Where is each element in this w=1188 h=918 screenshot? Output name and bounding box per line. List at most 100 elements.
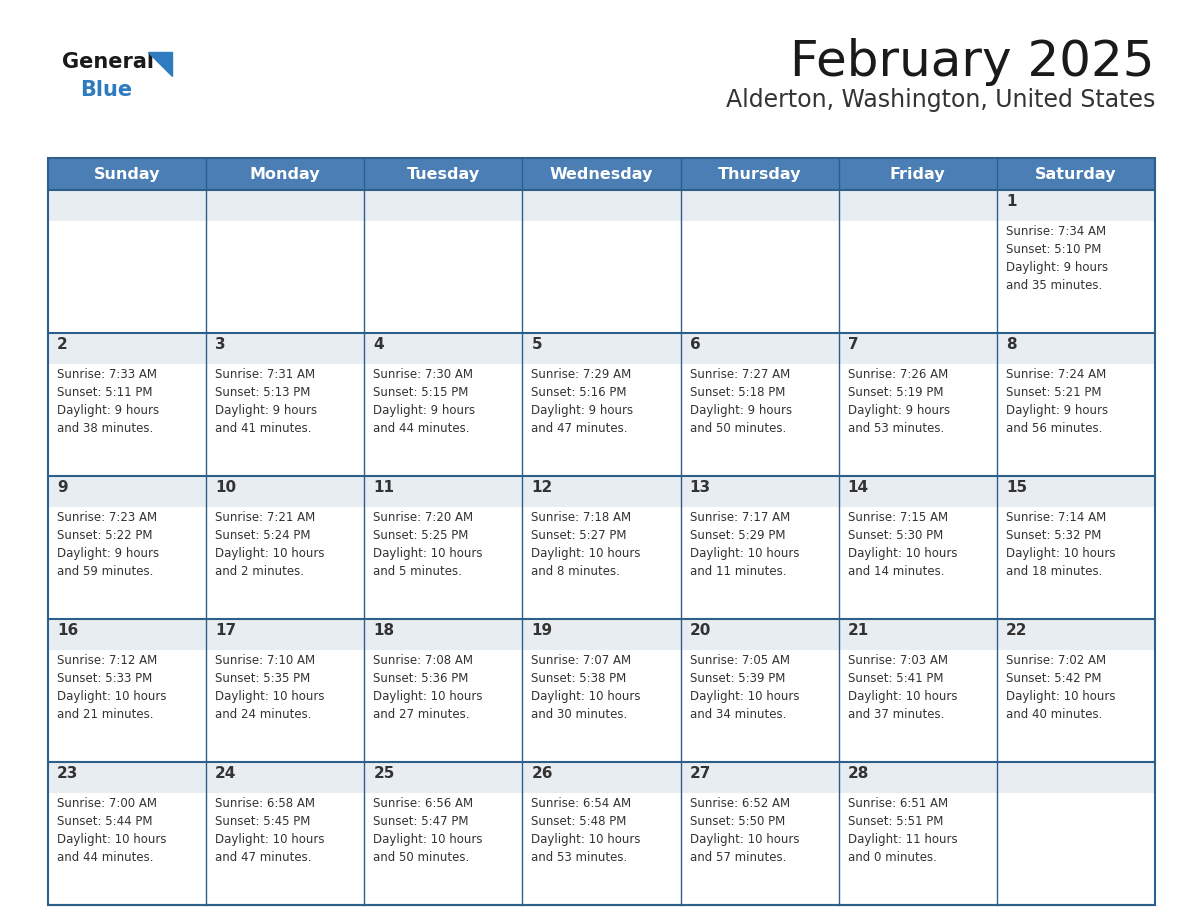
Text: 28: 28: [848, 766, 870, 781]
Bar: [207, 190, 365, 221]
Text: Sunrise: 7:03 AM
Sunset: 5:41 PM
Daylight: 10 hours
and 37 minutes.: Sunrise: 7:03 AM Sunset: 5:41 PM Dayligh…: [848, 655, 958, 722]
Text: 6: 6: [689, 337, 700, 352]
Text: Tuesday: Tuesday: [406, 166, 480, 182]
Text: 24: 24: [215, 766, 236, 781]
Bar: [681, 619, 839, 651]
Text: Sunrise: 7:24 AM
Sunset: 5:21 PM
Daylight: 9 hours
and 56 minutes.: Sunrise: 7:24 AM Sunset: 5:21 PM Dayligh…: [1006, 368, 1108, 435]
Text: Sunrise: 7:21 AM
Sunset: 5:24 PM
Daylight: 10 hours
and 2 minutes.: Sunrise: 7:21 AM Sunset: 5:24 PM Dayligh…: [215, 511, 324, 578]
Text: Sunrise: 7:26 AM
Sunset: 5:19 PM
Daylight: 9 hours
and 53 minutes.: Sunrise: 7:26 AM Sunset: 5:19 PM Dayligh…: [848, 368, 950, 435]
Text: Sunrise: 7:15 AM
Sunset: 5:30 PM
Daylight: 10 hours
and 14 minutes.: Sunrise: 7:15 AM Sunset: 5:30 PM Dayligh…: [848, 511, 958, 578]
Bar: [207, 364, 365, 476]
Bar: [48, 190, 207, 221]
Text: Sunrise: 6:52 AM
Sunset: 5:50 PM
Daylight: 10 hours
and 57 minutes.: Sunrise: 6:52 AM Sunset: 5:50 PM Dayligh…: [689, 798, 800, 865]
Bar: [523, 793, 681, 905]
Bar: [365, 190, 523, 221]
Text: 2: 2: [57, 337, 68, 352]
Bar: [997, 651, 1155, 762]
Bar: [523, 190, 681, 221]
Bar: [997, 221, 1155, 333]
Text: 4: 4: [373, 337, 384, 352]
Text: Sunrise: 6:56 AM
Sunset: 5:47 PM
Daylight: 10 hours
and 50 minutes.: Sunrise: 6:56 AM Sunset: 5:47 PM Dayligh…: [373, 798, 482, 865]
Text: Sunrise: 7:29 AM
Sunset: 5:16 PM
Daylight: 9 hours
and 47 minutes.: Sunrise: 7:29 AM Sunset: 5:16 PM Dayligh…: [531, 368, 633, 435]
Bar: [839, 190, 997, 221]
Bar: [207, 762, 365, 793]
Text: 25: 25: [373, 766, 394, 781]
Text: Sunrise: 7:30 AM
Sunset: 5:15 PM
Daylight: 9 hours
and 44 minutes.: Sunrise: 7:30 AM Sunset: 5:15 PM Dayligh…: [373, 368, 475, 435]
Text: Alderton, Washington, United States: Alderton, Washington, United States: [726, 88, 1155, 112]
Bar: [48, 651, 207, 762]
Bar: [681, 221, 839, 333]
Text: 23: 23: [57, 766, 78, 781]
Bar: [681, 190, 839, 221]
Text: Saturday: Saturday: [1035, 166, 1117, 182]
Bar: [207, 619, 365, 651]
Bar: [839, 221, 997, 333]
Text: Sunrise: 7:34 AM
Sunset: 5:10 PM
Daylight: 9 hours
and 35 minutes.: Sunrise: 7:34 AM Sunset: 5:10 PM Dayligh…: [1006, 226, 1108, 293]
Text: Sunrise: 6:51 AM
Sunset: 5:51 PM
Daylight: 11 hours
and 0 minutes.: Sunrise: 6:51 AM Sunset: 5:51 PM Dayligh…: [848, 798, 958, 865]
Text: 26: 26: [531, 766, 552, 781]
Text: February 2025: February 2025: [790, 38, 1155, 86]
Bar: [523, 762, 681, 793]
Text: 12: 12: [531, 480, 552, 495]
Text: 5: 5: [531, 337, 542, 352]
Text: 27: 27: [689, 766, 710, 781]
Text: 18: 18: [373, 623, 394, 638]
Bar: [48, 508, 207, 619]
Text: Sunrise: 7:18 AM
Sunset: 5:27 PM
Daylight: 10 hours
and 8 minutes.: Sunrise: 7:18 AM Sunset: 5:27 PM Dayligh…: [531, 511, 642, 578]
Bar: [997, 508, 1155, 619]
Bar: [207, 333, 365, 364]
Text: Sunrise: 7:27 AM
Sunset: 5:18 PM
Daylight: 9 hours
and 50 minutes.: Sunrise: 7:27 AM Sunset: 5:18 PM Dayligh…: [689, 368, 791, 435]
Bar: [207, 508, 365, 619]
Bar: [681, 762, 839, 793]
Bar: [48, 158, 1155, 905]
Bar: [365, 762, 523, 793]
Text: Sunrise: 7:33 AM
Sunset: 5:11 PM
Daylight: 9 hours
and 38 minutes.: Sunrise: 7:33 AM Sunset: 5:11 PM Dayligh…: [57, 368, 159, 435]
Bar: [48, 476, 207, 508]
Text: General: General: [62, 52, 154, 72]
Bar: [48, 364, 207, 476]
Bar: [365, 651, 523, 762]
Text: 16: 16: [57, 623, 78, 638]
Text: Sunrise: 7:23 AM
Sunset: 5:22 PM
Daylight: 9 hours
and 59 minutes.: Sunrise: 7:23 AM Sunset: 5:22 PM Dayligh…: [57, 511, 159, 578]
Text: 20: 20: [689, 623, 710, 638]
Bar: [681, 333, 839, 364]
Text: 10: 10: [215, 480, 236, 495]
Bar: [997, 190, 1155, 221]
Bar: [48, 221, 207, 333]
Text: 13: 13: [689, 480, 710, 495]
Text: Thursday: Thursday: [718, 166, 802, 182]
Bar: [681, 508, 839, 619]
Bar: [207, 793, 365, 905]
Bar: [365, 364, 523, 476]
Text: Sunrise: 7:07 AM
Sunset: 5:38 PM
Daylight: 10 hours
and 30 minutes.: Sunrise: 7:07 AM Sunset: 5:38 PM Dayligh…: [531, 655, 642, 722]
Text: 8: 8: [1006, 337, 1017, 352]
Bar: [48, 619, 207, 651]
Bar: [997, 619, 1155, 651]
Text: 7: 7: [848, 337, 859, 352]
Bar: [523, 508, 681, 619]
Polygon shape: [148, 52, 172, 76]
Text: Friday: Friday: [890, 166, 946, 182]
Bar: [48, 762, 207, 793]
Bar: [681, 793, 839, 905]
Text: Sunrise: 7:05 AM
Sunset: 5:39 PM
Daylight: 10 hours
and 34 minutes.: Sunrise: 7:05 AM Sunset: 5:39 PM Dayligh…: [689, 655, 800, 722]
Text: 15: 15: [1006, 480, 1026, 495]
Bar: [365, 476, 523, 508]
Bar: [681, 364, 839, 476]
Bar: [48, 793, 207, 905]
Text: 11: 11: [373, 480, 394, 495]
Text: Sunrise: 7:12 AM
Sunset: 5:33 PM
Daylight: 10 hours
and 21 minutes.: Sunrise: 7:12 AM Sunset: 5:33 PM Dayligh…: [57, 655, 166, 722]
Text: 9: 9: [57, 480, 68, 495]
Bar: [523, 221, 681, 333]
Bar: [839, 364, 997, 476]
Bar: [365, 619, 523, 651]
Bar: [523, 476, 681, 508]
Text: Sunrise: 7:31 AM
Sunset: 5:13 PM
Daylight: 9 hours
and 41 minutes.: Sunrise: 7:31 AM Sunset: 5:13 PM Dayligh…: [215, 368, 317, 435]
Text: Sunrise: 6:58 AM
Sunset: 5:45 PM
Daylight: 10 hours
and 47 minutes.: Sunrise: 6:58 AM Sunset: 5:45 PM Dayligh…: [215, 798, 324, 865]
Bar: [839, 762, 997, 793]
Text: Sunrise: 7:00 AM
Sunset: 5:44 PM
Daylight: 10 hours
and 44 minutes.: Sunrise: 7:00 AM Sunset: 5:44 PM Dayligh…: [57, 798, 166, 865]
Text: Sunrise: 6:54 AM
Sunset: 5:48 PM
Daylight: 10 hours
and 53 minutes.: Sunrise: 6:54 AM Sunset: 5:48 PM Dayligh…: [531, 798, 642, 865]
Text: 14: 14: [848, 480, 868, 495]
Bar: [365, 508, 523, 619]
Text: Sunrise: 7:02 AM
Sunset: 5:42 PM
Daylight: 10 hours
and 40 minutes.: Sunrise: 7:02 AM Sunset: 5:42 PM Dayligh…: [1006, 655, 1116, 722]
